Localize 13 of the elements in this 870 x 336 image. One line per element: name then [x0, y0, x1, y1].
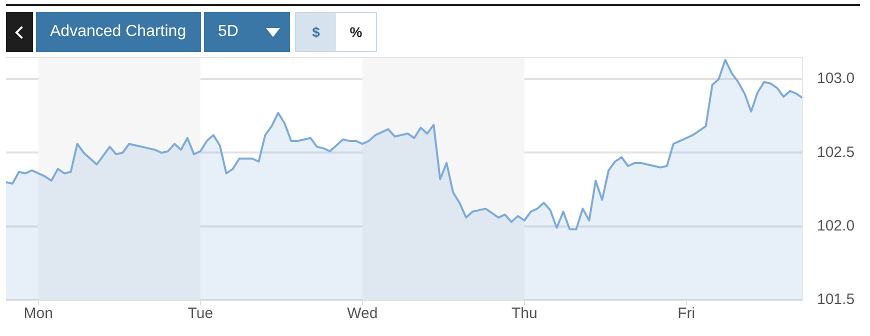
text: Advanced Charting [36, 12, 201, 52]
y-tick-label: 102.5 [817, 144, 855, 161]
text: % [336, 13, 376, 51]
x-tick-label: Mon [24, 305, 53, 322]
text: 5D [218, 23, 238, 41]
text: $ [296, 13, 336, 51]
y-tick-label: 103.0 [817, 70, 855, 88]
y-tick-label: 101.5 [817, 291, 855, 308]
x-tick-label: Tue [188, 305, 214, 322]
x-tick-label: Thu [511, 305, 538, 322]
x-tick-label: Fri [678, 305, 696, 322]
y-tick-label: 102.0 [817, 218, 855, 235]
x-tick-label: Wed [347, 305, 378, 322]
